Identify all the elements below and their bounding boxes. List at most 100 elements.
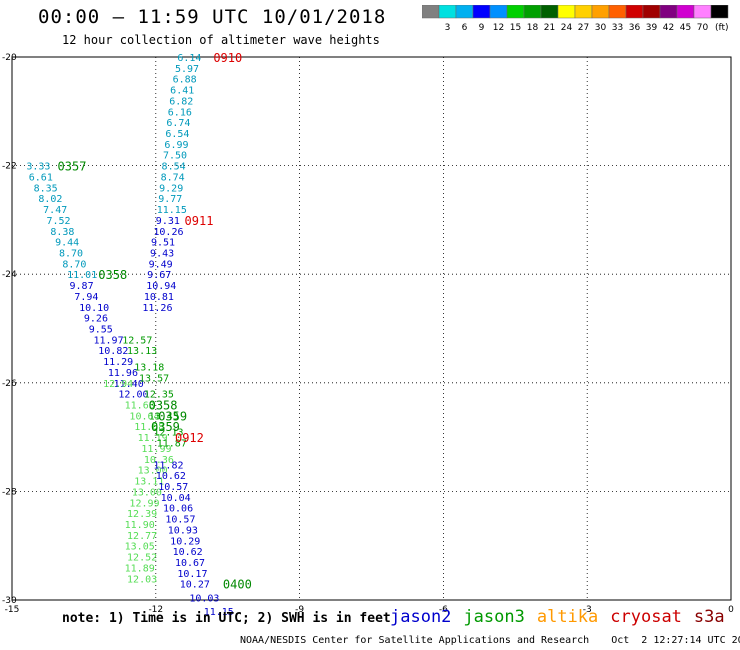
colorbar-label: 12 [493, 23, 504, 33]
wave-height-point: 8.54 [162, 162, 186, 173]
wave-height-point: 12.52 [127, 553, 157, 564]
wave-height-point: 6.82 [169, 96, 193, 107]
wave-height-point: 10.10 [79, 303, 109, 314]
wave-height-point: 9.43 [150, 248, 174, 259]
wave-height-point: 13.57 [139, 373, 169, 384]
track-jason3-0358: 12.9411.6310.6411.6811.1911.9910.3613.00… [103, 379, 177, 585]
wave-height-point: 11.82 [153, 460, 183, 471]
wave-height-point: 12.94 [103, 379, 133, 390]
wave-height-point: 7.50 [163, 151, 187, 162]
wave-height-point: 9.55 [89, 325, 113, 336]
wave-height-point: 12.77 [127, 531, 157, 542]
colorbar-label: 15 [510, 23, 521, 33]
y-tick-label: -30 [2, 596, 17, 606]
pass-time-label: 0911 [185, 214, 214, 228]
wave-height-point: 10.06 [163, 504, 193, 515]
pass-time-label: 0358 [98, 268, 127, 282]
wave-height-point: 10.62 [156, 471, 186, 482]
x-tick-label: -3 [583, 605, 592, 615]
x-tick-label: -9 [295, 605, 304, 615]
wave-height-point: 12.03 [127, 574, 157, 585]
wave-height-point: 10.03 [189, 593, 219, 604]
colorbar-label: 27 [578, 23, 589, 33]
y-tick-label: -28 [2, 487, 17, 497]
satellite-legend: jason2 jason3 altika cryosat s3a [390, 607, 737, 627]
wave-height-point: 9.49 [149, 259, 173, 270]
colorbar-label: 9 [479, 23, 485, 33]
wave-height-point: 11.68 [134, 422, 164, 433]
wave-height-point: 6.74 [166, 118, 190, 129]
wave-height-point: 11.40 [114, 379, 144, 390]
wave-height-point: 12.13 [153, 428, 183, 439]
agency-credit: NOAA/NESDIS Center for Satellite Applica… [240, 635, 590, 646]
colorbar-label: 30 [595, 23, 607, 33]
pass-time-label: 0359 [151, 420, 180, 434]
colorbar-label: 21 [544, 23, 555, 33]
wave-height-point: 11.01 [67, 270, 97, 281]
wave-height-point: 9.26 [84, 314, 108, 325]
wave-height-point: 6.61 [29, 172, 53, 183]
y-tick-label: -24 [2, 270, 17, 280]
pass-time-label: 0400 [223, 578, 252, 592]
wave-height-point: 6.54 [165, 129, 189, 140]
wave-height-point: 8.70 [62, 259, 86, 270]
wave-height-point: 10.57 [158, 482, 188, 493]
track-jason2-0400: 0400 [223, 578, 252, 592]
colorbar-label: 24 [561, 23, 573, 33]
colorbar-label: 6 [462, 23, 468, 33]
wave-height-point: 10.57 [165, 515, 195, 526]
wave-height-point: 10.93 [168, 525, 198, 536]
wave-height-point: 10.04 [161, 493, 191, 504]
wave-height-point: 12.57 [122, 335, 152, 346]
wave-height-point: 8.38 [50, 227, 74, 238]
wave-height-point: 8.02 [38, 194, 62, 205]
wave-height-point: 6.88 [173, 75, 197, 86]
colorbar-label: 42 [663, 23, 674, 33]
wave-height-point: 11.99 [141, 444, 171, 455]
track-cryosat-0912: 11.8210.6210.5710.0410.0610.5710.9310.29… [153, 431, 233, 618]
plot-frame [11, 56, 732, 601]
legend-altika: altika [536, 607, 599, 627]
wave-height-point: 11.15 [157, 205, 187, 216]
wave-height-point: 9.29 [159, 183, 183, 194]
color-scale-legend: 3 6 9 12 15 18 21 24 27 30 33 36 39 42 45 70 (ft) [422, 5, 729, 33]
wave-height-point: 7.52 [47, 216, 71, 227]
wave-height-point: 10.29 [170, 536, 200, 547]
wave-height-point: 10.27 [180, 580, 210, 591]
wave-height-point: 12.35 [144, 390, 174, 401]
footnote: note: 1) Time is in UTC; 2) SWH is in fe… [62, 611, 391, 626]
wave-height-point: 11.96 [108, 368, 138, 379]
pass-time-label: 0357 [58, 160, 87, 174]
wave-height-point: 11.19 [138, 433, 168, 444]
chart-subtitle: 12 hour collection of altimeter wave hei… [62, 33, 380, 47]
wave-height-point: 9.31 [156, 216, 180, 227]
wave-height-point: 9.77 [158, 194, 182, 205]
pass-time-label: 0912 [175, 431, 204, 445]
wave-height-point: 13.13 [127, 346, 157, 357]
wave-height-point: 10.67 [175, 558, 205, 569]
wave-height-point: 13.00 [138, 466, 168, 477]
wave-height-point: 10.62 [173, 547, 203, 558]
credit-line: NOAA/NESDIS Center for Satellite Applica… [240, 635, 740, 646]
legend-s3a: s3a [693, 607, 725, 627]
wave-height-point: 11.29 [103, 357, 133, 368]
wave-height-point: 13.05 [125, 542, 155, 553]
wave-height-point: 11.63 [125, 401, 155, 412]
wave-height-point: 10.17 [177, 569, 207, 580]
x-tick-label: -15 [5, 605, 20, 615]
wave-height-point: 11.90 [125, 520, 155, 531]
y-tick-label: -26 [2, 379, 17, 389]
wave-height-point: 7.47 [43, 205, 67, 216]
wave-height-point: 12.39 [127, 509, 157, 520]
wave-height-point: 9.44 [55, 238, 79, 249]
pass-time-label: 0910 [213, 51, 242, 65]
wave-height-point: 5.97 [175, 64, 199, 75]
y-tick-label: -20 [2, 53, 17, 63]
wave-height-point: 13.11 [134, 477, 164, 488]
wave-height-point: 10.81 [144, 292, 174, 303]
wave-height-point: 9.51 [151, 238, 175, 249]
colorbar-label: 36 [629, 23, 641, 33]
wave-height-point: 13.00 [132, 487, 162, 498]
x-tick-label: -6 [439, 605, 448, 615]
colorbar-label: 39 [646, 23, 658, 33]
